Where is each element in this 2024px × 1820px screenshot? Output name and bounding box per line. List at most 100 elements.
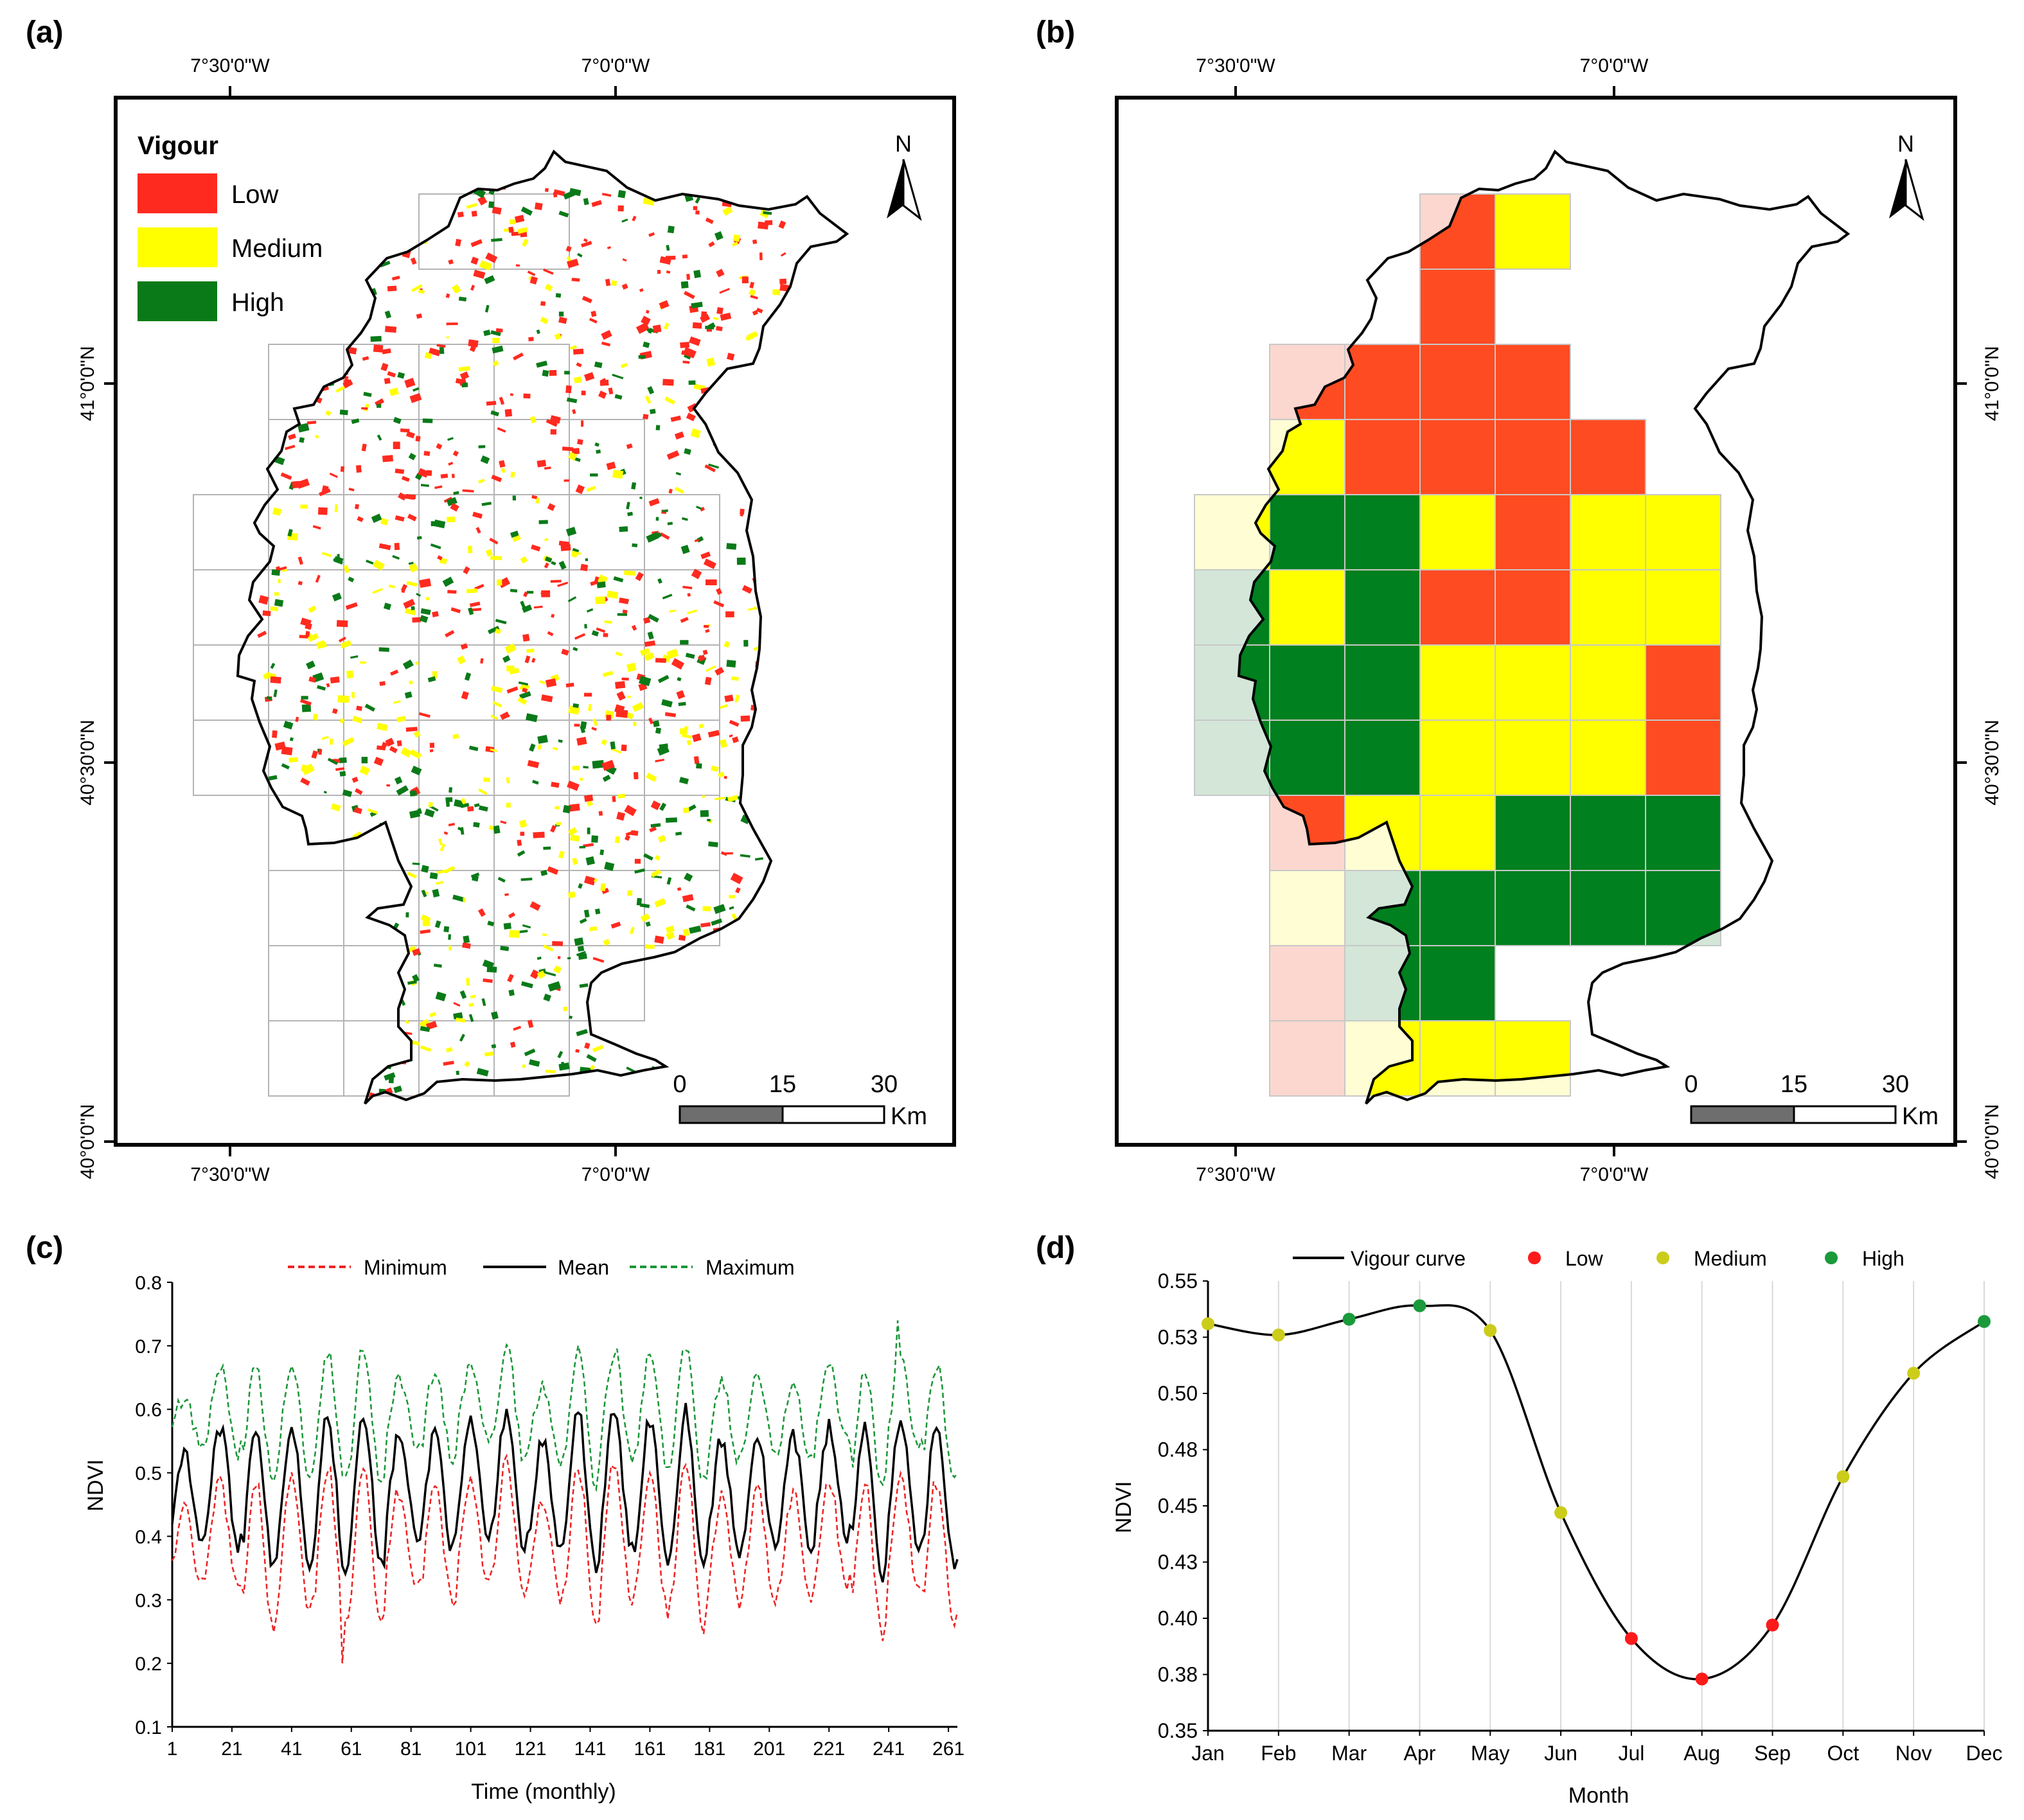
vigour-patch: [614, 704, 625, 714]
vigour-patch: [706, 579, 717, 585]
vigour-patch: [576, 362, 582, 367]
vigour-patch: [613, 576, 624, 583]
vigour-patch: [416, 313, 423, 319]
vigour-patch: [650, 409, 656, 414]
vigour-patch: [639, 288, 644, 292]
vigour-patch: [657, 269, 661, 274]
vigour-patch: [400, 583, 408, 592]
vigour-patch: [430, 543, 441, 549]
vigour-patch: [700, 314, 711, 323]
vigour-patch: [654, 935, 664, 944]
series-mean: [171, 1402, 959, 1583]
vigour-patch: [488, 201, 495, 208]
vigour-patch: [598, 811, 603, 816]
vigour-patch: [586, 486, 596, 492]
vigour-patch: [704, 676, 712, 685]
vigour-patch: [442, 576, 454, 587]
vigour-patch: [480, 455, 490, 464]
vigour-patch: [670, 415, 682, 422]
vigour-patch: [691, 569, 702, 579]
lat-label-2: 40°30'0"N: [77, 720, 98, 805]
vigour-patch: [650, 869, 662, 878]
vigour-patch: [536, 360, 548, 368]
vigour-patch: [702, 649, 708, 655]
vigour-patch: [406, 581, 418, 587]
class-cell: [1570, 495, 1646, 570]
scale-label-0: 0: [1684, 1071, 1698, 1098]
vigour-patch: [345, 602, 358, 610]
vigour-patch: [491, 1044, 497, 1048]
vigour-patch: [353, 807, 362, 815]
vigour-patch: [301, 704, 312, 712]
vigour-patch: [452, 284, 461, 294]
vigour-patch: [339, 757, 347, 764]
vigour-patch: [686, 274, 691, 280]
vigour-patch: [547, 503, 556, 511]
vigour-patch: [631, 624, 637, 631]
lon-label-top-1: 7°30'0"W: [1196, 55, 1275, 76]
map-b-cells: [1239, 194, 1721, 1096]
vigour-patch: [553, 965, 562, 974]
vigour-patch: [450, 502, 459, 512]
vigour-patch: [437, 555, 443, 561]
vigour-patch: [373, 560, 385, 571]
vigour-patch: [459, 1034, 465, 1042]
vigour-patch: [563, 1007, 568, 1011]
vigour-patch: [653, 720, 660, 727]
vigour-patch: [603, 633, 608, 637]
vigour-patch: [573, 703, 580, 709]
vigour-patch: [664, 322, 670, 330]
vigour-patch: [675, 831, 682, 836]
vigour-patch: [725, 611, 734, 617]
vigour-patch: [702, 795, 706, 799]
vigour-patch: [471, 210, 477, 217]
vigour-patch: [509, 930, 520, 938]
vigour-patch: [422, 418, 433, 423]
vigour-patch: [536, 329, 540, 335]
vigour-patch: [336, 620, 348, 628]
vigour-patch: [695, 210, 700, 215]
vigour-patch: [337, 695, 350, 703]
vigour-patch: [429, 872, 438, 879]
class-cell: [1420, 720, 1495, 795]
vigour-patch: [334, 504, 338, 513]
vigour-patch: [727, 795, 739, 802]
class-cell: [1345, 570, 1420, 645]
vigour-patch: [644, 651, 655, 662]
x-tick-label: 181: [693, 1738, 725, 1760]
class-cell-bg: [1270, 946, 1345, 1021]
vigour-patch: [627, 695, 631, 698]
vigour-patch: [570, 834, 580, 842]
vigour-patch: [497, 427, 506, 433]
vigour-patch: [491, 474, 502, 482]
vigour-patch: [445, 630, 455, 638]
north-arrow-left: [887, 159, 903, 218]
vigour-patch: [720, 704, 729, 709]
vigour-patch: [424, 352, 432, 360]
class-cell: [1495, 194, 1570, 269]
vigour-patch: [413, 387, 420, 392]
vigour-patch: [510, 393, 513, 396]
x-tick-label: 41: [281, 1738, 302, 1760]
vigour-patch: [696, 763, 702, 769]
vigour-patch: [382, 455, 394, 463]
vigour-patch: [420, 484, 429, 488]
vigour-patch: [719, 288, 731, 294]
x-tick-label: Aug: [1683, 1742, 1720, 1765]
vigour-patch: [583, 909, 590, 918]
vigour-patch: [292, 481, 301, 489]
x-tick-label: Apr: [1404, 1742, 1436, 1765]
vigour-patch: [486, 401, 497, 406]
vigour-patch: [478, 788, 488, 795]
vigour-patch: [464, 672, 472, 681]
vigour-patch: [419, 1018, 431, 1029]
vigour-patch: [262, 610, 271, 617]
class-cell: [1420, 870, 1495, 946]
vigour-patch: [513, 1025, 522, 1031]
vigour-patch: [690, 428, 701, 439]
vigour-patch: [419, 615, 429, 623]
vigour-patch: [500, 820, 507, 824]
class-cell: [1646, 870, 1721, 946]
vigour-patch: [583, 794, 594, 802]
vigour-patch: [351, 692, 355, 698]
